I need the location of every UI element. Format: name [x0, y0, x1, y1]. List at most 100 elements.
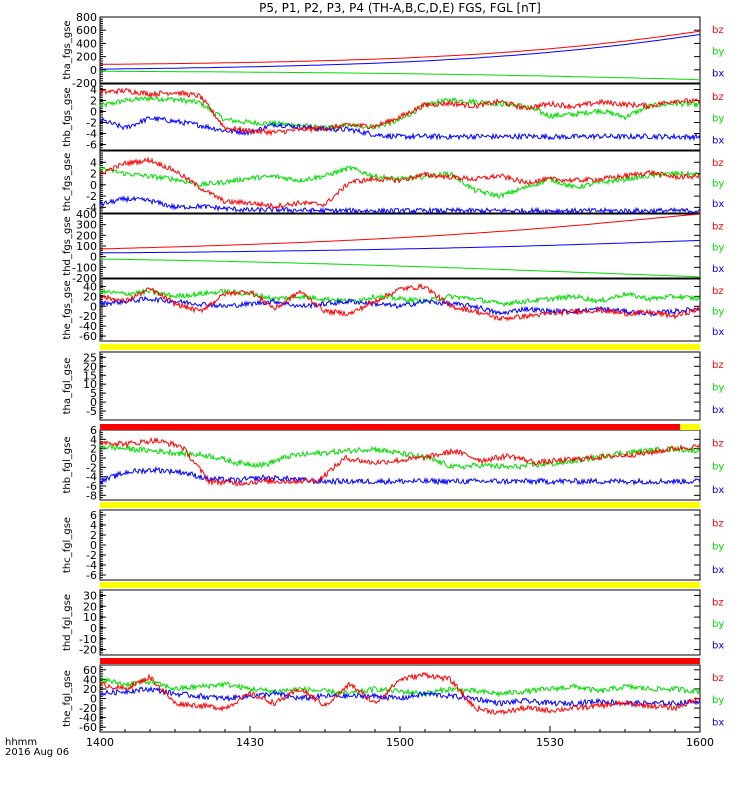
series-bx-line: [100, 34, 701, 70]
y-tick-label: 300: [76, 219, 97, 232]
legend-by: by: [712, 542, 724, 553]
legend-bz: bz: [712, 598, 724, 609]
y-tick-label: 20: [83, 683, 97, 696]
y-tick-label: 20: [83, 290, 97, 303]
series-bz-line: [99, 30, 701, 65]
status-bar: [100, 502, 700, 508]
y-tick-label: -40: [79, 712, 97, 725]
legend-bx: bx: [712, 264, 724, 275]
y-tick-label: 0: [90, 64, 97, 77]
y-tick-label: 4: [90, 84, 97, 97]
y-tick-label: -4: [86, 201, 97, 214]
y-tick-label: 2: [90, 95, 97, 108]
y-tick-label: 400: [76, 208, 97, 221]
y-tick-label: -200: [72, 77, 97, 90]
x-axis: 1400 1430 1500 1530 1600: [86, 726, 714, 749]
legend-bx: bx: [712, 199, 724, 210]
y-tick-label: -60: [79, 330, 97, 343]
y-tick-label: -4: [86, 471, 97, 484]
legend-bz: bz: [712, 92, 724, 103]
y-tick-label: 0: [90, 539, 97, 552]
y-tick-label: 0: [90, 622, 97, 635]
legend-bz: bz: [712, 673, 724, 684]
y-tick-label: 10: [83, 378, 97, 391]
legend-bz: bz: [712, 25, 724, 36]
legend-bz: bz: [712, 222, 724, 233]
series-bz-line: [99, 671, 701, 716]
status-bar: [100, 658, 700, 664]
y-tick-label: 4: [90, 433, 97, 446]
y-tick-label: 6: [90, 509, 97, 522]
legend-bx: bx: [712, 68, 724, 79]
x-axis-label: hhmm: [5, 737, 37, 748]
y-tick-label: 10: [83, 611, 97, 624]
x-tick-label: 1500: [386, 736, 414, 749]
series-bx-line: [99, 295, 701, 318]
y-tick-label: 800: [76, 11, 97, 24]
y-axis-label: tha_fgs_gse: [62, 20, 73, 79]
x-tick-label: 1600: [686, 736, 714, 749]
legend-by: by: [712, 47, 724, 58]
y-axis-label: tha_fgl_gse: [62, 358, 73, 415]
y-axis-label: thb_fgs_gse: [62, 87, 73, 146]
legend-by: by: [712, 695, 724, 706]
legend-bx: bx: [712, 485, 724, 496]
panel-frame: [99, 429, 701, 501]
y-tick-label: 6: [90, 424, 97, 437]
y-tick-label: 2: [90, 529, 97, 542]
y-tick-label: 0: [90, 396, 97, 409]
legend-bx: bx: [712, 327, 724, 338]
series-by-line: [99, 287, 701, 308]
y-axis-label: thc_fgl_gse: [62, 517, 73, 573]
y-tick-label: -4: [86, 128, 97, 141]
y-axis-label: thd_fgl_gse: [62, 594, 73, 651]
y-tick-label: -40: [79, 320, 97, 333]
legend-by: by: [712, 179, 724, 190]
y-tick-label: -4: [86, 559, 97, 572]
y-axis-label: thb_fgl_gse: [62, 437, 73, 494]
y-tick-label: -20: [79, 310, 97, 323]
x-tick-label: 1400: [86, 736, 114, 749]
panel-thc_fgs_gse: 420-2-4 thc_fgs_gse bz by bx: [62, 150, 724, 215]
y-tick-label: -5: [86, 405, 97, 418]
status-bar: [100, 424, 680, 430]
y-tick-label: 20: [83, 600, 97, 613]
status-bars-layer: [100, 344, 700, 664]
series-bz-line: [99, 436, 701, 487]
series-bx-line: [99, 465, 701, 486]
legend-by: by: [712, 619, 724, 630]
y-axis-label: thc_fgs_gse: [62, 153, 73, 212]
y-tick-label: 20: [83, 360, 97, 373]
y-tick-label: 200: [76, 51, 97, 64]
y-tick-label: -10: [79, 633, 97, 646]
y-tick-label: 25: [83, 351, 97, 364]
y-tick-label: 40: [83, 673, 97, 686]
status-bar: [680, 424, 700, 430]
y-tick-label: -100: [72, 261, 97, 274]
y-tick-label: 0: [90, 300, 97, 313]
y-tick-label: 15: [83, 369, 97, 382]
y-tick-label: -2: [86, 190, 97, 203]
y-tick-label: -6: [86, 569, 97, 582]
series-bz-line: [99, 87, 701, 137]
series-bz-line: [99, 282, 701, 322]
series-bx-line: [99, 115, 701, 142]
y-tick-label: -20: [79, 702, 97, 715]
series-by-line: [100, 70, 701, 81]
series-by-line: [99, 443, 701, 471]
y-tick-label: -2: [86, 117, 97, 130]
series-bx-line: [99, 685, 701, 708]
y-axis-label: the_fgl_gse: [62, 670, 73, 727]
legend-bz: bz: [712, 439, 724, 450]
status-bar: [100, 582, 700, 588]
y-tick-label: 0: [90, 179, 97, 192]
y-tick-label: -2: [86, 461, 97, 474]
y-tick-label: 600: [76, 24, 97, 37]
y-tick-label: 5: [90, 387, 97, 400]
